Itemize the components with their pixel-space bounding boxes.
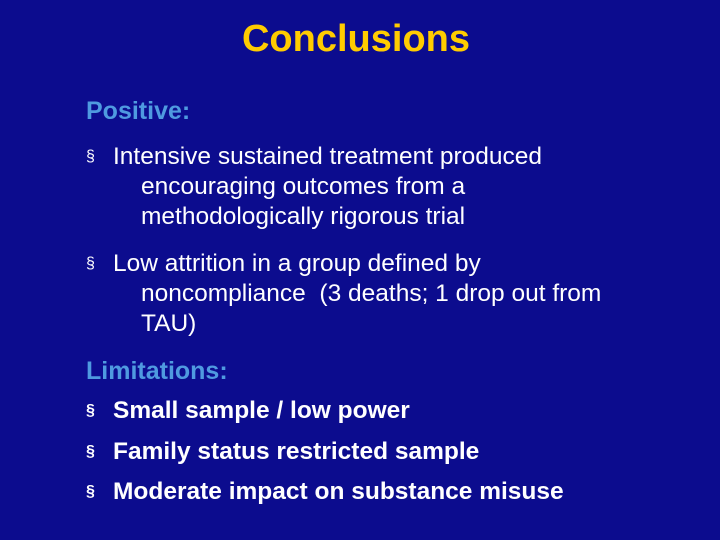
- positive-heading: Positive:: [86, 97, 191, 125]
- bullet-marker-icon: §: [86, 483, 95, 500]
- bullet-marker-icon: §: [86, 148, 95, 165]
- bullet-text: Low attrition in a group defined by nonc…: [113, 249, 673, 339]
- bullet-marker-icon: §: [86, 402, 95, 419]
- bullet-text: Family status restricted sample: [113, 438, 480, 465]
- limitations-heading: Limitations:: [86, 357, 228, 385]
- bullet-text: Intensive sustained treatment produced e…: [113, 142, 673, 232]
- bullet-marker-icon: §: [86, 255, 95, 272]
- bullet-line: TAU): [141, 310, 197, 337]
- bullet-line: encouraging outcomes from a: [141, 173, 466, 200]
- bullet-text: Moderate impact on substance misuse: [113, 478, 564, 505]
- bullet-text: Small sample / low power: [113, 397, 410, 424]
- slide-title: Conclusions: [241, 18, 471, 60]
- bullet-line: Low attrition in a group defined by: [113, 250, 481, 277]
- bullet-marker-icon: §: [86, 443, 95, 460]
- bullet-line: methodologically rigorous trial: [141, 203, 466, 230]
- bullet-line: noncompliance (3 deaths; 1 drop out from: [141, 280, 602, 307]
- bullet-line: Intensive sustained treatment produced: [113, 143, 543, 170]
